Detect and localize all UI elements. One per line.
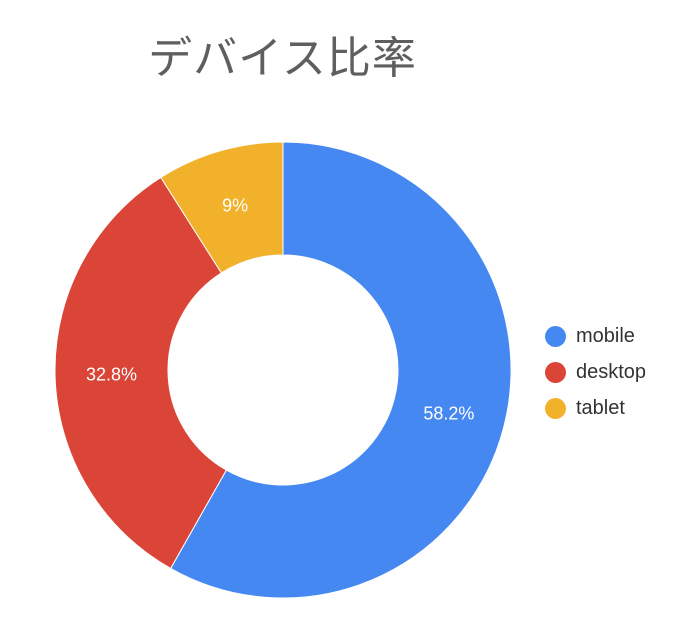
data-label-mobile: 58.2% <box>423 404 474 424</box>
legend-label-tablet: tablet <box>576 396 625 419</box>
data-label-desktop: 32.8% <box>86 364 137 384</box>
data-label-tablet: 9% <box>222 195 248 215</box>
chart-title: デバイス比率 <box>148 33 417 84</box>
legend: mobile desktop tablet <box>545 318 646 426</box>
legend-label-desktop: desktop <box>576 360 647 383</box>
legend-swatch-desktop <box>545 361 566 383</box>
legend-item-tablet[interactable]: tablet <box>545 390 646 426</box>
legend-item-mobile[interactable]: mobile <box>545 318 646 354</box>
slice-mobile[interactable] <box>169 141 512 599</box>
legend-label-mobile: mobile <box>576 324 635 347</box>
legend-item-desktop[interactable]: desktop <box>545 354 646 390</box>
slice-tablet[interactable] <box>160 141 284 274</box>
legend-swatch-mobile <box>545 325 566 347</box>
legend-swatch-tablet <box>545 397 566 419</box>
slice-desktop[interactable] <box>54 176 228 570</box>
